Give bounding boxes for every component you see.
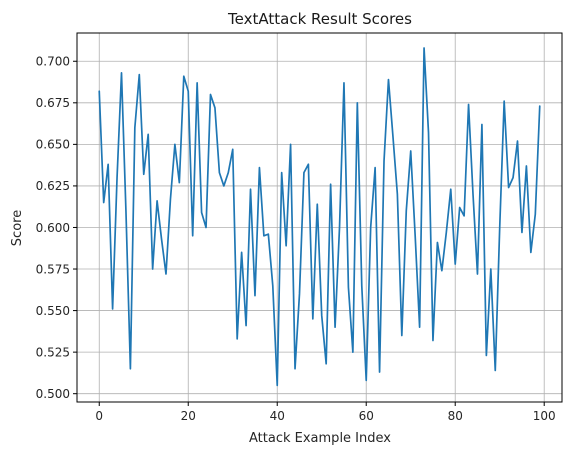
x-tick-label: 20 <box>181 409 196 423</box>
series-layer <box>98 47 541 387</box>
plot-frame <box>76 32 563 403</box>
y-tick-label: 0.625 <box>36 179 70 193</box>
y-tick-label: 0.675 <box>36 96 70 110</box>
x-axis-ticks: 0 20 40 60 80 100 <box>95 402 556 423</box>
y-tick-label: 0.500 <box>36 387 70 401</box>
y-tick-label: 0.550 <box>36 304 70 318</box>
series-line <box>98 47 541 387</box>
y-tick-label: 0.575 <box>36 262 70 276</box>
y-axis-ticks: 0.500 0.525 0.550 0.575 0.600 0.625 0.650 0.675… <box>36 55 77 401</box>
y-tick-label: 0.700 <box>36 55 70 69</box>
y-tick-label: 0.650 <box>36 138 70 152</box>
chart-title: TextAttack Result Scores <box>227 10 412 28</box>
grid <box>77 33 562 402</box>
x-axis-title: Attack Example Index <box>249 431 391 446</box>
axes-frame <box>76 32 563 403</box>
x-tick-label: 80 <box>448 409 463 423</box>
y-axis-title: Score <box>10 210 25 246</box>
x-tick-label: 0 <box>95 409 103 423</box>
x-tick-label: 60 <box>359 409 374 423</box>
x-tick-label: 40 <box>270 409 285 423</box>
y-tick-label: 0.600 <box>36 221 70 235</box>
y-tick-label: 0.525 <box>36 345 70 359</box>
x-tick-label: 100 <box>533 409 556 423</box>
